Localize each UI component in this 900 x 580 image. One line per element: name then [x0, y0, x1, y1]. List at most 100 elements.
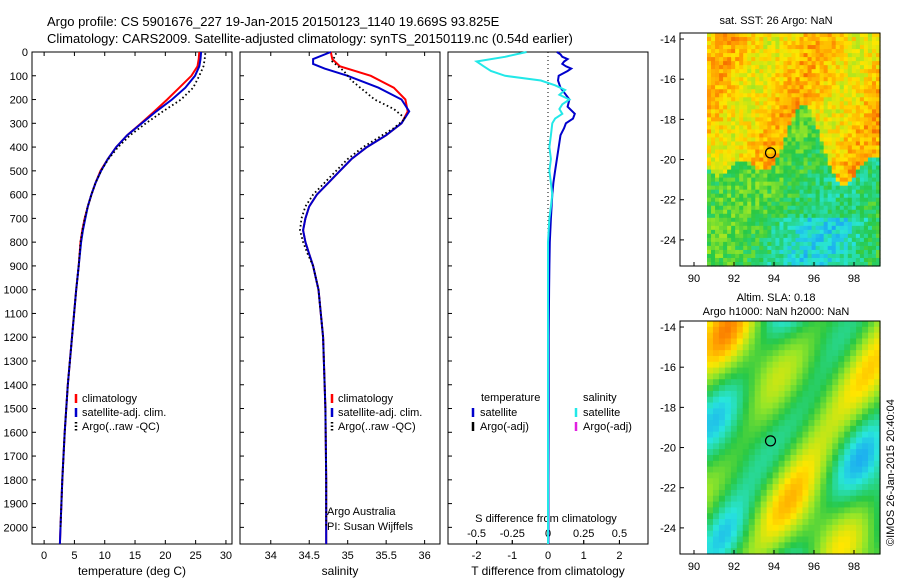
sst_map-heatmap-cell [855, 165, 861, 171]
sst_map-heatmap-cell [715, 145, 720, 151]
sst_map-heatmap-cell [723, 97, 728, 102]
sst_map-heatmap-cell [843, 97, 849, 102]
sla_map-heatmap-cell [856, 460, 863, 468]
sst_map-heatmap-cell [799, 37, 805, 42]
sst_map-heatmap-cell [807, 237, 813, 243]
sla_map-heatmap-cell [707, 536, 714, 543]
sst_map-heatmap-cell [759, 133, 764, 139]
sla_map-heatmap-cell [796, 326, 804, 334]
sla_map-heatmap-cell [844, 321, 851, 328]
sla_map-heatmap-cell [844, 326, 851, 334]
sst_map-ytick-label-3: -18 [660, 114, 676, 126]
sst_map-heatmap-cell [771, 57, 776, 62]
sst_map-heatmap-cell [823, 105, 829, 110]
sst_map-heatmap-cell [835, 49, 841, 54]
sst_map-heatmap-cell [775, 225, 781, 231]
sla_map-heatmap-cell [784, 408, 792, 415]
sst_map-heatmap-cell [783, 125, 789, 131]
sst_map-heatmap-cell [771, 89, 776, 94]
sst_map-heatmap-cell [735, 165, 740, 171]
sst_map-heatmap-cell [759, 153, 764, 159]
sst_map-heatmap-cell [787, 249, 793, 255]
sst_map-heatmap-cell [831, 41, 837, 46]
difference-legend-temp-title: temperature [481, 392, 540, 404]
sst_map-heatmap-cell [747, 93, 752, 98]
sst_map-heatmap-cell [747, 81, 752, 86]
sla_map-heatmap-cell [748, 321, 756, 328]
sst_map-heatmap-cell [807, 37, 813, 42]
sla_map-heatmap-cell [778, 536, 786, 543]
sst_map-heatmap-cell [727, 45, 732, 50]
sst_map-heatmap-cell [763, 65, 768, 70]
sst_map-heatmap-cell [851, 49, 857, 54]
sst_map-heatmap-cell [795, 161, 801, 167]
sla_map-heatmap-cell [707, 443, 714, 450]
sst_map-heatmap-cell [855, 161, 861, 167]
sla_map-heatmap-cell [826, 460, 833, 468]
sst_map-heatmap-cell [743, 177, 748, 183]
sst_map-heatmap-cell [827, 149, 833, 155]
sst_map-heatmap-cell [719, 237, 724, 243]
sst_map-heatmap-cell [735, 125, 740, 131]
sst_map-heatmap-cell [863, 205, 869, 211]
sst_map-heatmap-cell [727, 181, 732, 187]
sla_map-heatmap-cell [712, 355, 720, 363]
sla_map-heatmap-cell [760, 326, 768, 334]
sla_map-heatmap-cell [766, 431, 774, 439]
sst_map-heatmap-cell [711, 137, 716, 143]
sst_map-heatmap-cell [799, 241, 805, 247]
sla_map-heatmap-cell [796, 367, 804, 375]
sla_map-heatmap-cell [856, 542, 863, 549]
sst_map-heatmap-cell [783, 241, 789, 247]
sst_map-heatmap-cell [871, 253, 877, 259]
sst_map-heatmap-cell [715, 201, 720, 207]
sla_map-heatmap-cell [808, 542, 815, 549]
sla_map-heatmap-cell [718, 338, 726, 345]
sst_map-heatmap-cell [775, 161, 781, 167]
sst_map-heatmap-cell [707, 205, 712, 211]
sst_map-heatmap-cell [835, 117, 841, 122]
sla_map-heatmap-cell [796, 542, 804, 549]
sst_map-heatmap-cell [751, 213, 756, 219]
sst_map-heatmap-cell [871, 153, 877, 159]
sla_map-heatmap-cell [868, 402, 875, 409]
sla_map-heatmap-cell [862, 321, 869, 328]
sla_map-heatmap-cell [778, 355, 786, 363]
sst_map-heatmap-cell [735, 93, 740, 98]
sst_map-heatmap-cell [747, 249, 752, 255]
sst_map-heatmap-cell [751, 181, 756, 187]
sla_map-heatmap-cell [820, 350, 827, 357]
sst_map-heatmap-cell [791, 213, 797, 219]
sla_map-heatmap-cell [790, 425, 798, 433]
sla_map-heatmap-cell [844, 501, 851, 508]
sst_map-heatmap-cell [791, 161, 797, 167]
sst_map-heatmap-cell [767, 41, 772, 46]
sst_map-heatmap-cell [807, 157, 813, 163]
sst_map-heatmap-cell [863, 241, 869, 247]
sst_map-heatmap-cell [723, 201, 728, 207]
sst_map-heatmap-cell [751, 249, 756, 255]
sst_map-heatmap-cell [735, 177, 740, 183]
sst_map-heatmap-cell [775, 37, 781, 42]
sst_map-heatmap-cell [803, 145, 809, 151]
sla_map-heatmap-cell [862, 519, 869, 526]
sst_map-heatmap-cell [755, 157, 760, 163]
sst_map-heatmap-cell [819, 209, 825, 215]
sst_map-heatmap-cell [827, 229, 833, 235]
sla_map-heatmap-cell [766, 536, 774, 543]
sst_map-heatmap-cell [807, 193, 813, 199]
sla_map-heatmap-cell [784, 478, 792, 485]
sst_map-heatmap-cell [711, 253, 716, 259]
sst_map-heatmap-cell [767, 117, 772, 122]
sst_map-heatmap-cell [803, 181, 809, 187]
sst_map-heatmap-cell [763, 157, 768, 163]
sla_map-heatmap-cell [754, 443, 762, 450]
sst_map-heatmap-cell [799, 101, 805, 106]
sst_map-heatmap-cell [807, 241, 813, 247]
sst_map-heatmap-cell [835, 245, 841, 251]
sst_map-heatmap-cell [835, 185, 841, 191]
temperature-ytick-label-19: 1900 [4, 499, 28, 511]
sla_map-heatmap-cell [838, 495, 845, 503]
sst_map-heatmap-cell [867, 209, 873, 215]
sst_map-heatmap-cell [787, 229, 793, 235]
